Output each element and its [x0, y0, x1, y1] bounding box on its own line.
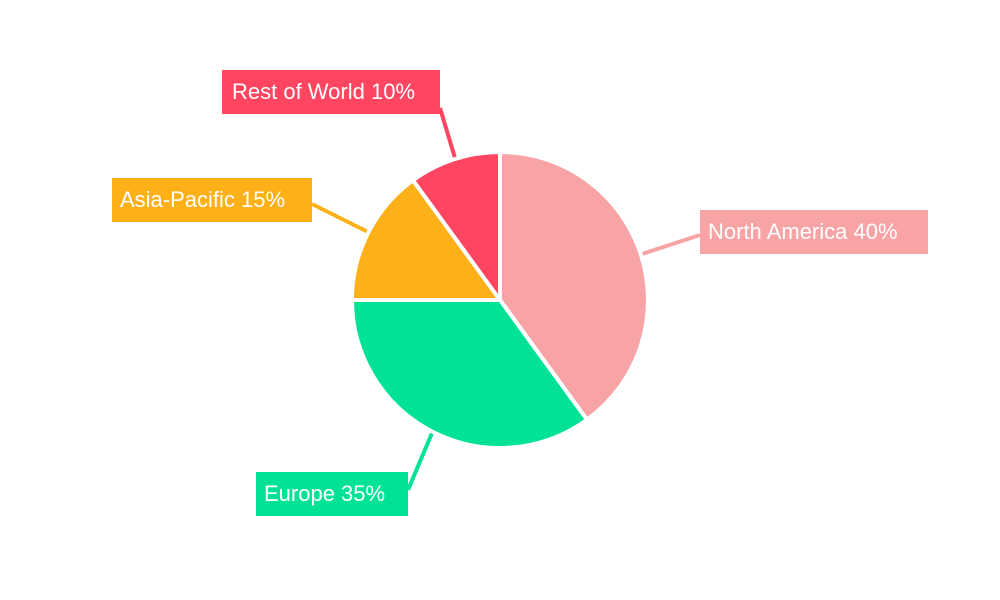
label-europe: Europe 35% — [256, 472, 408, 516]
label-north-america: North America 40% — [700, 210, 928, 254]
leader-line-north-america — [641, 233, 701, 256]
slice-rest-of-world[interactable] — [411, 150, 502, 302]
leader-line-asia-pacific — [311, 202, 369, 234]
leader-line-europe — [406, 432, 434, 491]
slice-asia-pacific[interactable] — [350, 178, 502, 302]
slice-north-america[interactable] — [498, 150, 650, 422]
label-asia-pacific: Asia-Pacific 15% — [112, 178, 312, 222]
label-rest-of-world: Rest of World 10% — [222, 70, 440, 114]
leader-line-rest-of-world — [438, 107, 457, 159]
slice-europe[interactable] — [350, 298, 589, 450]
